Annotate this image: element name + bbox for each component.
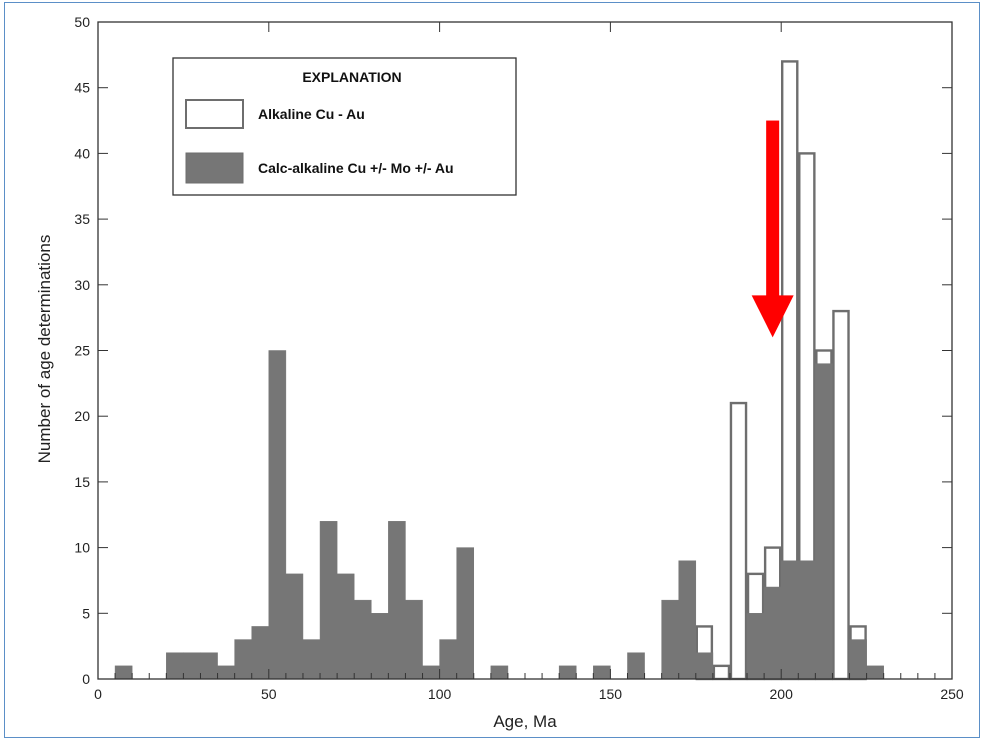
bar-calc-alkaline-205 bbox=[798, 560, 816, 680]
legend-title: EXPLANATION bbox=[302, 69, 401, 85]
bar-calc-alkaline-70 bbox=[336, 573, 355, 680]
y-tick-label: 20 bbox=[74, 408, 90, 424]
y-tick-label: 15 bbox=[74, 474, 90, 490]
bar-calc-alkaline-170 bbox=[678, 560, 697, 680]
bar-alkaline-180 bbox=[712, 664, 731, 681]
bar-calc-alkaline-135 bbox=[558, 665, 577, 680]
bar-calc-alkaline-90 bbox=[405, 599, 423, 680]
y-tick-label: 50 bbox=[74, 14, 90, 30]
bar-calc-alkaline-65 bbox=[319, 521, 338, 680]
bar-calc-alkaline-105 bbox=[456, 547, 475, 680]
x-tick-label: 50 bbox=[261, 686, 277, 702]
red-arrow bbox=[751, 120, 794, 338]
y-tick-label: 10 bbox=[74, 540, 90, 556]
bar-alkaline-185 bbox=[729, 401, 748, 681]
bar-calc-alkaline-175 bbox=[695, 652, 714, 680]
chart-frame bbox=[4, 2, 980, 738]
bar-calc-alkaline-155 bbox=[627, 652, 645, 680]
x-tick-label: 150 bbox=[599, 686, 623, 702]
bar-calc-alkaline-190 bbox=[746, 613, 765, 680]
bar-calc-alkaline-200 bbox=[780, 560, 799, 680]
bar-calc-alkaline-115 bbox=[490, 665, 509, 680]
arrow-head bbox=[751, 295, 794, 338]
legend-swatch-filled bbox=[185, 152, 244, 184]
y-tick-label: 0 bbox=[82, 671, 90, 687]
calc-alkaline-bars bbox=[114, 350, 884, 680]
bar-calc-alkaline-210 bbox=[815, 363, 833, 680]
y-tick-label: 30 bbox=[74, 277, 90, 293]
arrow-shaft bbox=[766, 120, 780, 297]
x-tick-label: 0 bbox=[94, 686, 102, 702]
bar-calc-alkaline-45 bbox=[251, 626, 270, 680]
bar-calc-alkaline-5 bbox=[114, 665, 133, 680]
y-axis-title: Number of age determinations bbox=[35, 235, 54, 464]
bar-calc-alkaline-60 bbox=[302, 639, 321, 680]
bar-calc-alkaline-20 bbox=[166, 652, 184, 680]
bar-calc-alkaline-40 bbox=[234, 639, 252, 680]
bar-alkaline-215 bbox=[832, 309, 850, 681]
bar-calc-alkaline-35 bbox=[217, 665, 235, 680]
legend-label-calc-alkaline: Calc-alkaline Cu +/- Mo +/- Au bbox=[258, 160, 454, 176]
y-tick-label: 5 bbox=[82, 605, 90, 621]
bar-calc-alkaline-75 bbox=[353, 599, 372, 680]
bar-calc-alkaline-50 bbox=[268, 350, 287, 680]
x-tick-label: 200 bbox=[770, 686, 794, 702]
bar-calc-alkaline-55 bbox=[285, 573, 304, 680]
x-tick-label: 250 bbox=[940, 686, 964, 702]
bar-calc-alkaline-145 bbox=[593, 665, 611, 680]
x-tick-label: 100 bbox=[428, 686, 452, 702]
y-tick-label: 45 bbox=[74, 80, 90, 96]
bar-calc-alkaline-30 bbox=[200, 652, 218, 680]
y-tick-label: 40 bbox=[74, 145, 90, 161]
legend-swatch-open bbox=[185, 99, 244, 129]
bar-calc-alkaline-80 bbox=[371, 613, 389, 680]
bar-calc-alkaline-165 bbox=[661, 599, 679, 680]
legend-label-alkaline: Alkaline Cu - Au bbox=[258, 106, 365, 122]
bar-calc-alkaline-25 bbox=[183, 652, 201, 680]
bar-calc-alkaline-195 bbox=[763, 586, 782, 680]
bar-calc-alkaline-100 bbox=[439, 639, 457, 680]
legend: EXPLANATION Alkaline Cu - Au Calc-alkali… bbox=[172, 57, 517, 196]
x-axis-title: Age, Ma bbox=[493, 712, 557, 731]
bar-calc-alkaline-95 bbox=[422, 665, 440, 680]
bar-calc-alkaline-225 bbox=[866, 665, 884, 680]
y-tick-label: 25 bbox=[74, 343, 90, 359]
bar-calc-alkaline-85 bbox=[388, 521, 406, 680]
y-tick-label: 35 bbox=[74, 211, 90, 227]
bar-calc-alkaline-220 bbox=[849, 639, 867, 680]
